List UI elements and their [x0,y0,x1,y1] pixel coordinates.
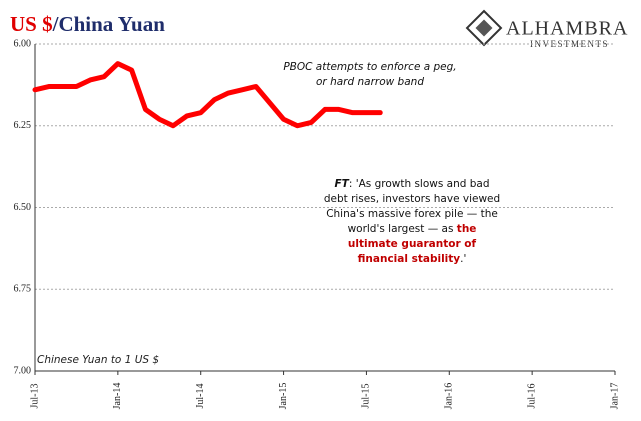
title-part: US $ [10,12,53,36]
y-tick-label: 7.00 [14,365,32,376]
x-tick-label: Jul-15 [361,384,372,409]
logo-mark [465,9,503,47]
x-tick-label: Jul-13 [29,384,40,409]
x-tick-label: Jan-14 [112,383,123,410]
y-axis-label: Chinese Yuan to 1 US $ [37,354,159,366]
brand-sub: INVESTMENTS [530,39,609,49]
quote-source: FT [334,178,349,190]
y-tick-label: 6.75 [14,284,32,295]
x-tick-label: Jan-16 [444,383,455,410]
annotation-line: PBOC attempts to enforce a peg, [283,61,457,73]
chart-title: US $/China Yuan [10,12,165,36]
quote-text: .' [460,253,467,265]
x-tick-label: Jan-15 [278,383,289,410]
x-tick-label: Jan-17 [609,383,620,410]
logo [465,9,503,47]
quote-highlight: the ultimate guarantor of financial stab… [347,223,477,265]
annotation-line: or hard narrow band [316,76,424,88]
x-tick-label: Jul-16 [526,384,537,409]
quote-text: : 'As growth slows and bad debt rises, i… [323,178,501,235]
annotation: PBOC attempts to enforce a peg, or hard … [270,60,470,90]
brand: ALHAMBRA [506,18,628,40]
logo-mark [475,19,493,37]
title-part: /China Yuan [52,12,166,36]
y-tick-label: 6.50 [14,202,32,213]
line [32,61,383,129]
x-tick-label: Jul-14 [195,384,206,409]
quote: FT: 'As growth slows and bad debt rises,… [322,177,502,267]
y-tick-label: 6.00 [14,38,32,49]
y-tick-label: 6.25 [14,120,32,131]
